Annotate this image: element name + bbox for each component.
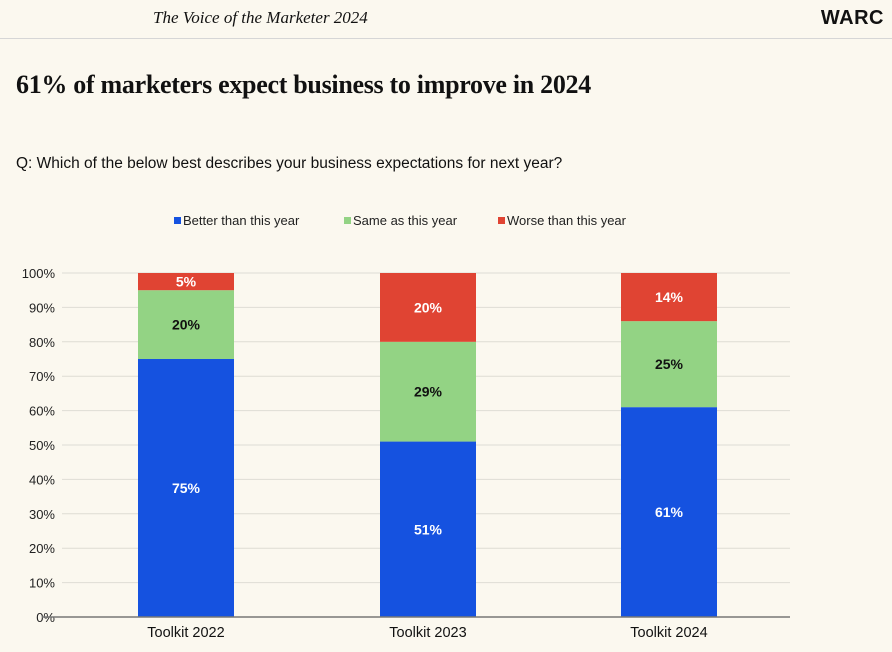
y-tick-label: 100% [22, 266, 56, 281]
legend-swatch [174, 217, 181, 224]
data-label: 51% [414, 521, 443, 537]
y-tick-label: 90% [29, 300, 55, 315]
data-label: 20% [414, 299, 443, 315]
data-label: 75% [172, 480, 201, 496]
bar-segment [380, 273, 476, 342]
x-tick-label: Toolkit 2023 [389, 625, 466, 641]
legend-swatch [344, 217, 351, 224]
data-label: 61% [655, 504, 684, 520]
legend-label: Worse than this year [507, 213, 627, 228]
bar-segment [380, 441, 476, 617]
y-tick-label: 40% [29, 472, 55, 487]
page-title: 61% of marketers expect business to impr… [16, 70, 591, 99]
warc-logo: WARC [820, 7, 884, 29]
data-label: 20% [172, 317, 201, 333]
y-tick-label: 10% [29, 576, 55, 591]
legend-swatch [498, 217, 505, 224]
x-tick-label: Toolkit 2024 [630, 625, 707, 641]
legend-label: Better than this year [183, 213, 300, 228]
data-label: 25% [655, 356, 684, 372]
publication-title: The Voice of the Marketer 2024 [153, 8, 368, 27]
bar-segment [138, 290, 234, 359]
bar-segment [138, 359, 234, 617]
header-divider [0, 38, 892, 39]
y-tick-label: 80% [29, 335, 55, 350]
y-tick-label: 70% [29, 369, 55, 384]
bar-segment [621, 321, 717, 408]
data-label: 29% [414, 384, 443, 400]
bar-segment [621, 273, 717, 322]
survey-question: Q: Which of the below best describes you… [16, 155, 563, 172]
y-tick-label: 60% [29, 404, 55, 419]
y-tick-label: 50% [29, 438, 55, 453]
x-tick-label: Toolkit 2022 [147, 625, 224, 641]
bar-segment [380, 341, 476, 442]
y-tick-label: 20% [29, 541, 55, 556]
y-tick-label: 30% [29, 507, 55, 522]
data-label: 5% [176, 274, 197, 290]
data-label: 14% [655, 289, 684, 305]
bar-segment [138, 273, 234, 291]
bar-segment [621, 407, 717, 617]
legend-label: Same as this year [353, 213, 458, 228]
